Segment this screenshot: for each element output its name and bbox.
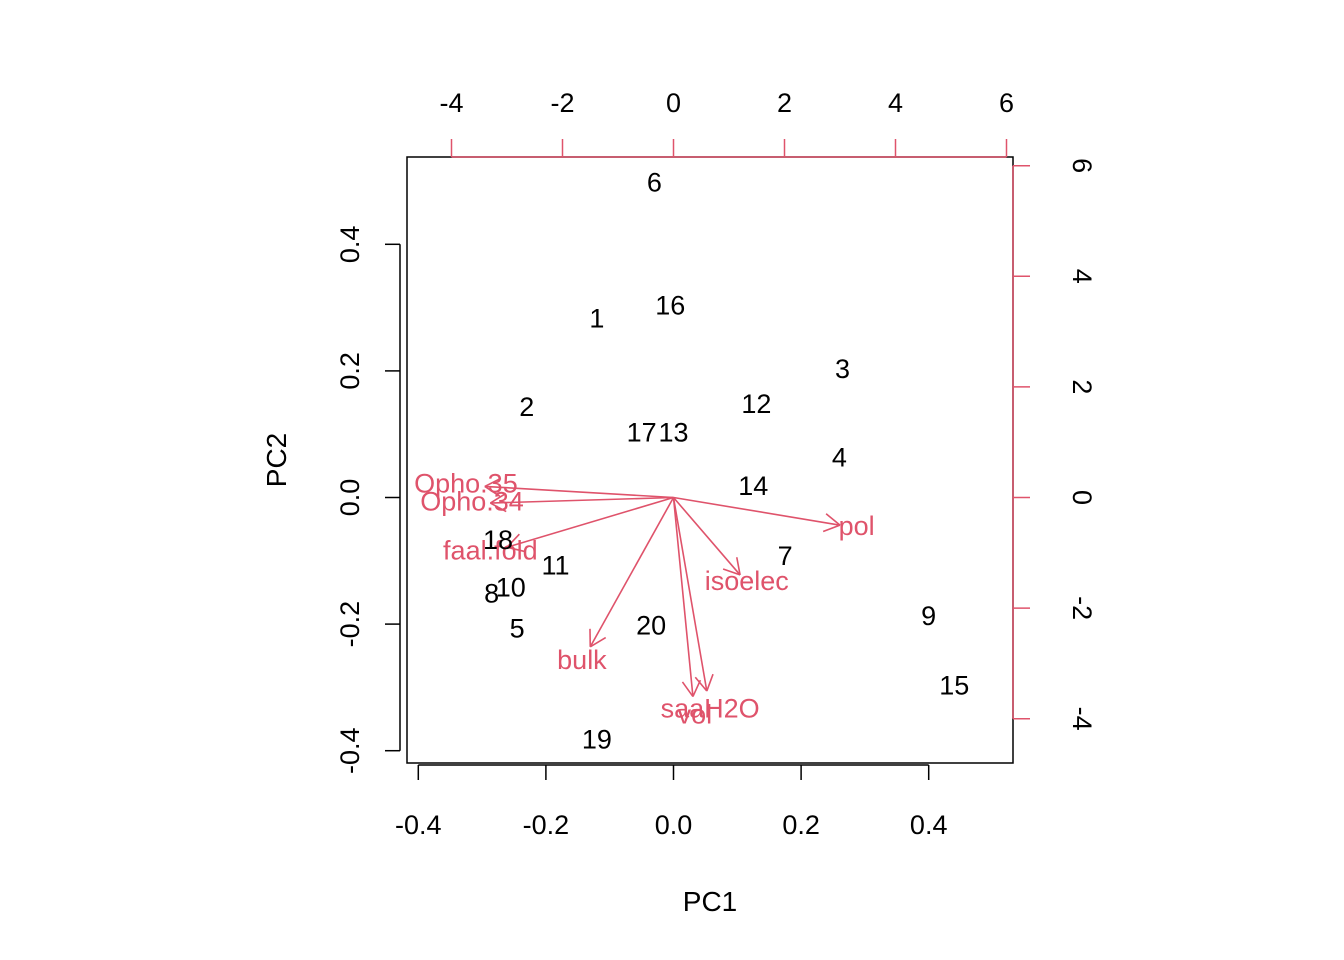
loading-arrowhead xyxy=(489,502,507,513)
left-tick-label: 0.2 xyxy=(335,352,365,390)
point-label: 10 xyxy=(496,572,526,602)
top-tick-label: 6 xyxy=(999,88,1014,118)
point-label: 8 xyxy=(484,579,499,609)
bottom-tick-label: -0.4 xyxy=(395,810,442,840)
loading-label: saaH2O xyxy=(661,694,760,724)
right-tick-label: -4 xyxy=(1067,707,1097,731)
right-tick-label: 4 xyxy=(1067,269,1097,284)
top-tick-label: 2 xyxy=(777,88,792,118)
loading-arrow-isoelec xyxy=(672,496,741,576)
point-label: 15 xyxy=(939,671,969,701)
point-label: 19 xyxy=(582,724,612,754)
point-label: 16 xyxy=(655,291,685,321)
y-axis-title: PC2 xyxy=(261,433,292,487)
loading-arrow-vol xyxy=(672,497,694,697)
bottom-tick-label: 0.4 xyxy=(910,810,948,840)
loading-arrow-Opho.35 xyxy=(484,485,674,499)
loading-arrowhead xyxy=(735,557,741,576)
right-tick-label: 2 xyxy=(1067,379,1097,394)
point-label: 6 xyxy=(647,167,662,197)
loading-label: pol xyxy=(839,511,875,541)
point-label: 12 xyxy=(741,389,771,419)
point-label: 17 xyxy=(627,417,657,447)
loading-arrowhead xyxy=(722,568,741,576)
loading-arrowhead xyxy=(825,513,841,526)
right-axis: -4 -2 0 2 4 6 xyxy=(1012,158,1097,731)
point-label: 4 xyxy=(832,443,847,473)
top-tick-label: -4 xyxy=(439,88,463,118)
top-tick-label: -2 xyxy=(550,88,574,118)
top-axis: -4 -2 0 2 4 6 xyxy=(439,88,1014,158)
point-label: 3 xyxy=(835,354,850,384)
loading-arrowhead xyxy=(506,546,525,553)
bottom-axis: -0.4 -0.2 0.0 0.2 0.4 xyxy=(395,764,948,840)
point-label: 9 xyxy=(921,601,936,631)
left-tick-label: 0.4 xyxy=(335,226,365,264)
point-label: 5 xyxy=(510,614,525,644)
point-label: 20 xyxy=(636,610,666,640)
loading-label: bulk xyxy=(557,645,607,675)
bottom-tick-label: -0.2 xyxy=(523,810,570,840)
top-tick-label: 0 xyxy=(666,88,681,118)
right-tick-label: -2 xyxy=(1067,596,1097,620)
bottom-tick-label: 0.2 xyxy=(782,810,820,840)
left-tick-label: -0.2 xyxy=(335,601,365,648)
right-tick-label: 0 xyxy=(1067,490,1097,505)
loading-arrowhead xyxy=(484,485,501,498)
top-tick-label: 4 xyxy=(888,88,903,118)
loading-arrow-pol xyxy=(673,496,841,526)
point-label: 13 xyxy=(658,417,688,447)
loading-arrowhead xyxy=(506,533,520,548)
loading-label: Opho.34 xyxy=(420,487,524,517)
loading-label: isoelec xyxy=(705,566,789,596)
left-tick-label: -0.4 xyxy=(335,727,365,774)
loading-label: Opho.35 xyxy=(414,468,518,498)
point-label: 2 xyxy=(519,392,534,422)
loading-arrowhead xyxy=(694,676,708,692)
left-tick-label: 0.0 xyxy=(335,479,365,517)
loading-arrowhead xyxy=(484,477,502,488)
bottom-tick-label: 0.0 xyxy=(655,810,693,840)
loading-arrow-Opho.34 xyxy=(490,496,674,504)
point-label: 1 xyxy=(589,303,604,333)
point-label: 18 xyxy=(483,525,513,555)
loading-arrowhead xyxy=(489,492,507,504)
plot-frame xyxy=(406,156,1014,764)
left-axis: -0.4 -0.2 0.0 0.2 0.4 xyxy=(335,226,401,774)
loading-arrowhead xyxy=(589,636,607,648)
loading-label: vol xyxy=(678,700,713,730)
right-tick-label: 6 xyxy=(1067,158,1097,173)
loading-label: faal.fold xyxy=(443,535,538,565)
point-label: 14 xyxy=(738,471,768,501)
loading-arrow-bulk xyxy=(589,497,675,648)
loading-arrowhead xyxy=(706,673,714,692)
point-label: 7 xyxy=(778,541,793,571)
loading-arrowhead xyxy=(822,524,841,533)
point-label: 11 xyxy=(541,550,569,580)
loading-arrow-faal.fold xyxy=(506,496,674,549)
loading-arrow-saaH2O xyxy=(672,497,708,692)
x-axis-title: PC1 xyxy=(683,886,737,917)
loading-arrowhead xyxy=(681,681,694,698)
